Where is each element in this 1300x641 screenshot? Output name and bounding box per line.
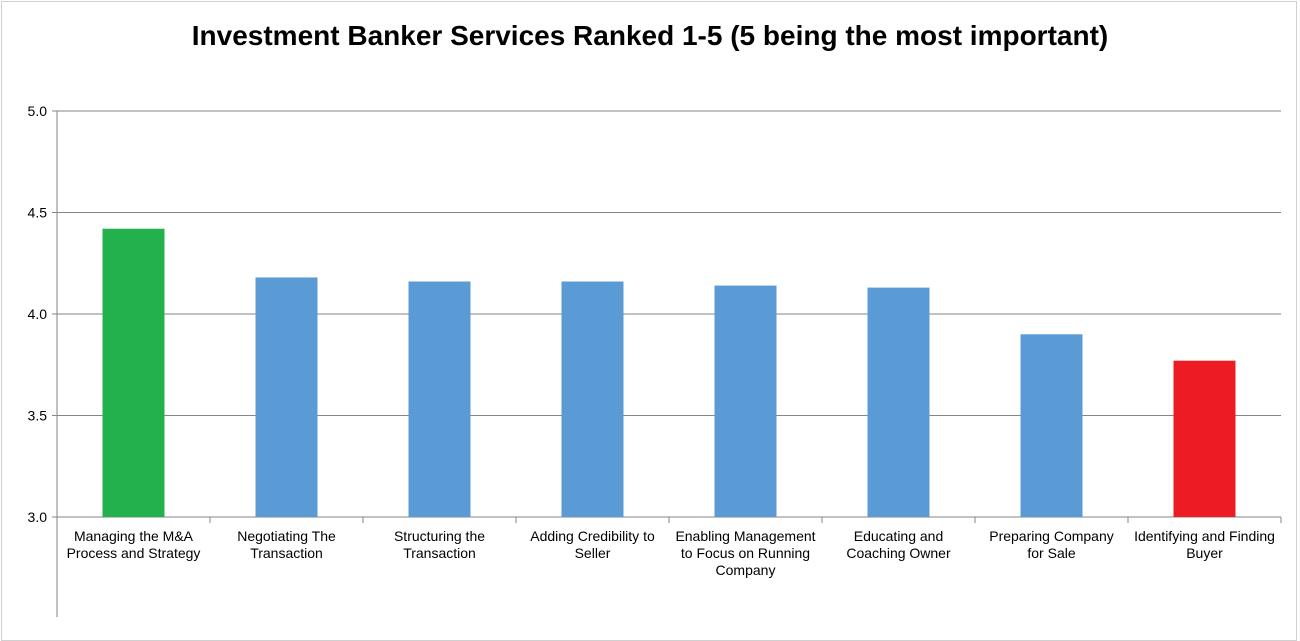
bar	[255, 277, 318, 517]
x-category-label: Negotiating The Transaction	[237, 528, 336, 561]
bar	[1173, 360, 1236, 517]
bar	[561, 281, 624, 517]
x-category-label: Structuring the Transaction	[394, 528, 485, 561]
bar	[867, 287, 930, 517]
x-category-label: Adding Credibility to Seller	[530, 528, 655, 561]
y-tick-label: 4.5	[28, 205, 48, 221]
x-category-label: Enabling Management to Focus on Running Co…	[675, 528, 815, 578]
x-category-label: Managing the M&A Process and Strategy	[67, 528, 201, 561]
y-tick-label: 5.0	[28, 103, 48, 119]
x-category-label: Educating and Coaching Owner	[846, 528, 951, 561]
bar	[714, 285, 777, 517]
bar	[408, 281, 471, 517]
bar	[1020, 334, 1083, 517]
chart-title: Investment Banker Services Ranked 1-5 (5…	[191, 20, 1109, 51]
labels: 3.0 3.5 4.0 4.5 5.0 Managing the M&A Process a…	[28, 103, 1275, 578]
axes	[52, 110, 1282, 617]
x-category-label: Preparing Company for Sale	[989, 528, 1114, 561]
x-category-label: Identifying and Finding Buyer	[1134, 528, 1275, 561]
bar	[102, 228, 165, 518]
gridlines	[57, 110, 1281, 518]
bars	[102, 228, 1236, 518]
y-tick-label: 3.5	[28, 408, 48, 424]
y-tick-label: 3.0	[28, 509, 48, 525]
chart-plot: 3.0 3.5 4.0 4.5 5.0 Managing the M&A Process a…	[28, 103, 1282, 617]
y-tick-label: 4.0	[28, 306, 48, 322]
